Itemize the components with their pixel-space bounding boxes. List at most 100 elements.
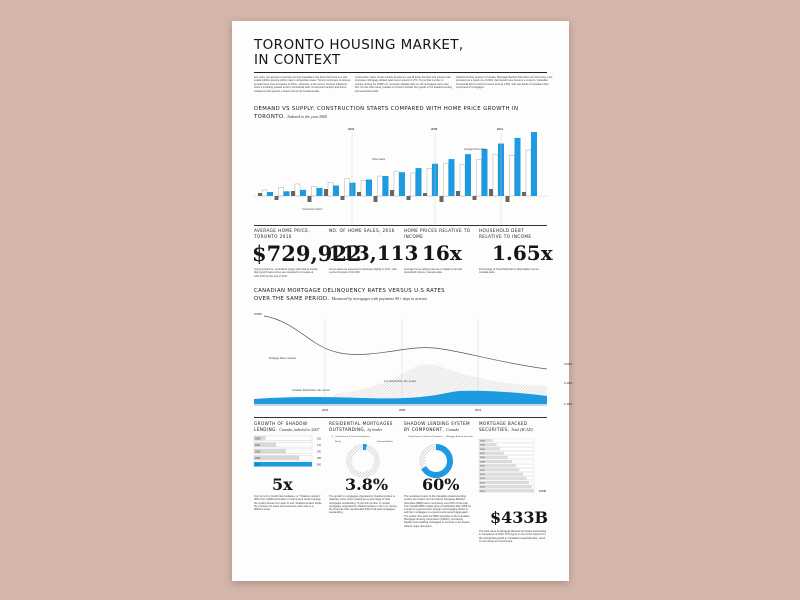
shadow-growth-value: 5x bbox=[272, 475, 293, 494]
home-price-bar bbox=[465, 154, 471, 196]
residential-title: RESIDENTIAL MORTGAGES OUTSTANDING, by le… bbox=[329, 421, 397, 432]
home-price-bar bbox=[283, 191, 290, 196]
title-rule bbox=[254, 72, 547, 73]
mbs-bar bbox=[479, 485, 532, 489]
construction-starts-bar bbox=[456, 191, 460, 196]
mbs-year: 2007 bbox=[480, 453, 486, 455]
construction-starts-bar bbox=[357, 192, 361, 196]
home-sales-bar bbox=[443, 163, 449, 197]
residential-donut-ring bbox=[346, 444, 380, 478]
shadow-growth-chart: 2009 100 2011 170 2012 260 2013 380 2016 500 bbox=[253, 435, 322, 467]
residential-donut-chart: Credit Unions & Caisses Populaires Banks… bbox=[331, 435, 394, 478]
demand-supply-title: DEMAND VS SUPPLY: CONSTRUCTION STARTS CO… bbox=[254, 106, 544, 121]
mbs-bar bbox=[479, 468, 520, 472]
year-marker-2004: 2004 bbox=[348, 127, 355, 131]
residential-value: 3.8% bbox=[345, 475, 389, 494]
mbs-desc: The total value of Mortgage Backed Secur… bbox=[479, 530, 547, 543]
construction-starts-bar bbox=[340, 196, 345, 200]
year-marker-2012: 2012 bbox=[497, 127, 504, 131]
x-tick-2012: 2012 bbox=[475, 408, 482, 412]
stat-desc-avg-price: Going forward to, centralized supply wil… bbox=[254, 268, 318, 278]
mbs-bar bbox=[479, 439, 493, 442]
construction-starts-bar bbox=[439, 196, 444, 202]
mbs-bar bbox=[479, 443, 497, 447]
intro-column-3: shadow lending system in Canada. Mortgag… bbox=[456, 76, 553, 90]
home-price-bar bbox=[399, 172, 405, 196]
construction-starts-bar bbox=[505, 196, 510, 202]
title-line-2: IN CONTEXT bbox=[254, 52, 341, 68]
mbs-year: 2015 bbox=[480, 487, 486, 489]
bottom-rule bbox=[254, 417, 547, 418]
mbs-year: 2012 bbox=[480, 474, 486, 476]
home-sales-bar bbox=[377, 175, 383, 197]
mortgage-rate-line bbox=[263, 315, 548, 370]
home-sales-bar bbox=[360, 180, 367, 197]
residential-title-text: RESIDENTIAL MORTGAGES OUTSTANDING, bbox=[329, 421, 393, 432]
home-sales-bar bbox=[261, 189, 268, 197]
mbs-bar bbox=[479, 481, 530, 484]
residential-legend-2: Banks bbox=[335, 441, 342, 443]
mbs-end-label: $433B bbox=[539, 490, 546, 493]
shadow-growth-year: 2013 bbox=[255, 457, 261, 460]
home-price-bar bbox=[382, 176, 389, 196]
x-tick-2008: 2008 bbox=[399, 408, 406, 412]
shadow-growth-bar bbox=[254, 436, 266, 441]
mbs-bar bbox=[479, 472, 523, 476]
shadow-growth-row-value: 380 bbox=[317, 457, 322, 460]
residential-legend-swatch-1 bbox=[331, 435, 334, 438]
mbs-year: 2010 bbox=[480, 466, 486, 468]
stat-value-home-sales: 113,113 bbox=[328, 241, 419, 265]
shadow-growth-row-value: 170 bbox=[317, 444, 322, 447]
home-sales-bar bbox=[344, 178, 350, 197]
construction-starts-bar bbox=[324, 189, 328, 196]
stat-heading-avg-price: AVERAGE HOME PRICE, TORONTO 2016 bbox=[254, 228, 311, 239]
construction-starts-bar bbox=[307, 196, 312, 202]
shadow-component-subtitle: Canada bbox=[445, 426, 459, 432]
shadow-growth-year: 2011 bbox=[255, 444, 261, 447]
shadow-growth-bar bbox=[254, 442, 277, 447]
mbs-bar bbox=[479, 447, 500, 451]
shadow-growth-subtitle: Canada, indexed to 2007 bbox=[279, 426, 320, 432]
home-price-bar bbox=[481, 148, 488, 196]
annotation-canadian-default: Canadian Default Rate, 90+ arrears bbox=[292, 389, 331, 392]
mbs-bar bbox=[479, 464, 516, 468]
shadow-growth-desc: Over time tiny Credit Intermediaries, or… bbox=[254, 495, 322, 512]
intro-column-2: construction starts remain steady despit… bbox=[355, 76, 452, 93]
home-sales-bar bbox=[525, 149, 532, 197]
stats-rule bbox=[254, 225, 547, 226]
construction-starts-bar bbox=[423, 193, 427, 196]
stat-value-avg-price: $729,922 bbox=[252, 241, 362, 266]
home-sales-bar bbox=[410, 172, 416, 197]
annotation-average-price: Average Home Price bbox=[464, 148, 487, 151]
home-sales-bar bbox=[327, 182, 334, 197]
shadow-growth-row-value: 500 bbox=[317, 463, 322, 466]
mbs-year: 2009 bbox=[480, 461, 486, 463]
stat-value-price-income: 16x bbox=[422, 241, 462, 265]
residential-legend-3: Financial Bodies bbox=[377, 441, 394, 443]
stat-desc-debt-income: Percentage of household debt to disposab… bbox=[479, 268, 540, 275]
mbs-title-text: MORTGAGE BACKED SECURITIES, bbox=[479, 421, 528, 432]
delinquency-chart: 0.50% 2.60% 2.10% 1.10% 2004 2008 2012 M… bbox=[254, 312, 573, 412]
home-price-bar bbox=[267, 192, 273, 196]
right-axis-label-3: 1.10% bbox=[564, 402, 572, 406]
shadow-component-mbs-slice bbox=[421, 444, 453, 478]
construction-starts-bar bbox=[522, 192, 526, 196]
shadow-growth-row-value: 100 bbox=[317, 437, 322, 440]
mbs-bar bbox=[479, 476, 527, 480]
shadow-component-title: SHADOW LENDING SYSTEM BY COMPONENT, Cana… bbox=[404, 421, 472, 432]
shadow-growth-bar bbox=[254, 462, 312, 467]
shadow-component-title-text: SHADOW LENDING SYSTEM BY COMPONENT, bbox=[404, 421, 471, 432]
mbs-bar bbox=[479, 489, 534, 493]
infographic-poster: TORONTO HOUSING MARKET, IN CONTEXT For y… bbox=[232, 21, 573, 581]
home-sales-bar bbox=[509, 155, 515, 197]
home-sales-bar bbox=[476, 159, 482, 197]
residential-subtitle: by lender bbox=[367, 426, 383, 432]
home-price-bar bbox=[316, 187, 323, 196]
shadow-growth-title: GROWTH OF SHADOW LENDING. Canada, indexe… bbox=[254, 421, 322, 432]
construction-starts-bar bbox=[373, 196, 378, 202]
shadow-component-donut-chart: Credit Unions & Caisses Populaires Mortg… bbox=[408, 435, 474, 478]
demand-supply-subtitle: Indexed to the year 2000 bbox=[287, 114, 328, 119]
home-price-bar bbox=[531, 132, 537, 196]
residential-desc: The growth in mortgages originated by sh… bbox=[329, 495, 397, 515]
shadow-component-legend-2: Mortgage Backed Securities bbox=[446, 435, 474, 438]
